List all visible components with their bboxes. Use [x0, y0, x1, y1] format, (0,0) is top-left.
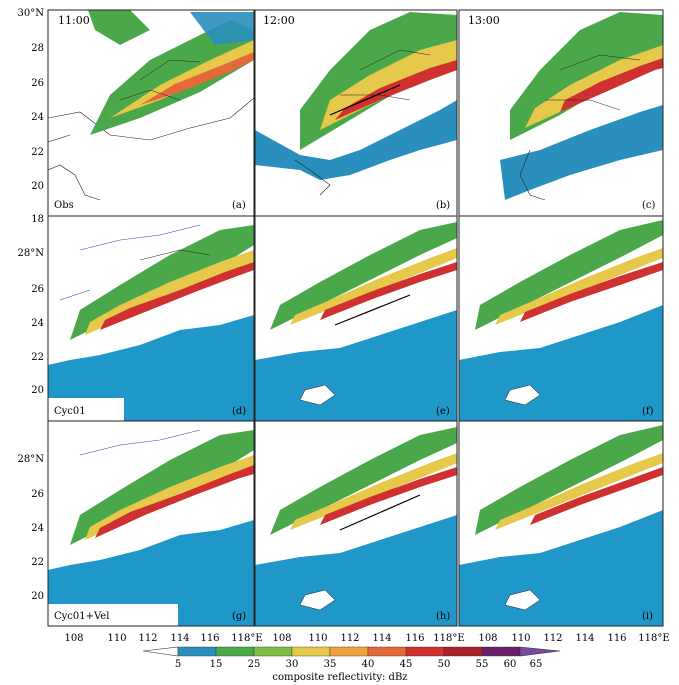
panel-i-label: (i) [642, 611, 653, 622]
lon-tick: 108 [64, 633, 83, 644]
lat-tick: 28°N [18, 454, 45, 465]
lon-tick: 108 [478, 633, 497, 644]
lon-tick: 116 [405, 633, 424, 644]
lat-tick: 30°N [18, 8, 45, 19]
colorbar-tick: 15 [210, 659, 223, 670]
lat-axis-row2: 28°N 26 24 22 20 [18, 248, 45, 396]
lon-tick: 112 [340, 633, 359, 644]
colorbar-title: composite reflectivity: dBz [272, 672, 407, 683]
panel-b-time: 12:00 [263, 14, 295, 27]
lat-tick: 18 [31, 214, 44, 225]
panel-d-label: (d) [232, 406, 246, 417]
panel-e-label: (e) [436, 406, 450, 417]
colorbar-segment [177, 646, 217, 657]
lat-axis-row3: 28°N 26 24 22 20 [18, 454, 45, 602]
colorbar-segment [481, 646, 521, 657]
colorbar-tick: 50 [438, 659, 451, 670]
colorbar-tick: 25 [248, 659, 261, 670]
lon-tick: 118°E [638, 633, 669, 644]
lon-tick: 114 [372, 633, 391, 644]
lon-axis-bottom: 108 110 112 114 116 118°E 108 110 112 11… [64, 633, 669, 644]
colorbar-segment [367, 646, 407, 657]
panel-h [255, 421, 457, 626]
colorbar-segment [253, 646, 293, 657]
colorbar-tick: 30 [286, 659, 299, 670]
lat-tick: 24 [31, 318, 44, 329]
lat-tick: 26 [31, 78, 44, 89]
lat-tick: 20 [31, 385, 44, 396]
lat-tick: 20 [31, 591, 44, 602]
lon-tick: 118°E [433, 633, 464, 644]
panel-g [48, 421, 254, 626]
lon-tick: 116 [200, 633, 219, 644]
colorbar-segment [443, 646, 483, 657]
lat-tick: 22 [31, 147, 44, 158]
lon-tick: 110 [511, 633, 530, 644]
colorbar-tick: 60 [504, 659, 517, 670]
lat-tick: 24 [31, 523, 44, 534]
panel-b-label: (b) [436, 200, 450, 211]
panel-c-label: (c) [642, 200, 656, 211]
lon-tick: 110 [107, 633, 126, 644]
panel-i [459, 421, 663, 626]
lat-tick: 26 [31, 284, 44, 295]
colorbar-segment [405, 646, 445, 657]
colorbar: 5 15 25 30 35 40 45 50 55 60 65 composit… [142, 646, 561, 683]
panel-c [459, 10, 663, 216]
lat-tick: 24 [31, 112, 44, 123]
colorbar-tick: 65 [530, 659, 543, 670]
colorbar-left-arrow [142, 646, 179, 657]
panel-a-source: Obs [54, 200, 74, 211]
panel-f [459, 216, 663, 421]
panel-b [255, 10, 457, 216]
colorbar-segment [215, 646, 255, 657]
colorbar-right-arrow [519, 646, 561, 657]
panel-d-source: Cyc01 [54, 406, 86, 417]
panel-a-time: 11:00 [58, 14, 90, 27]
panel-c-time: 13:00 [468, 14, 500, 27]
lon-tick: 112 [543, 633, 562, 644]
lat-tick: 28 [31, 43, 44, 54]
lon-tick: 114 [575, 633, 594, 644]
lon-tick: 110 [308, 633, 327, 644]
lon-tick: 112 [138, 633, 157, 644]
panel-d [48, 216, 254, 421]
panel-g-source: Cyc01+Vel [54, 611, 109, 622]
panel-h-label: (h) [436, 611, 450, 622]
lon-tick: 108 [272, 633, 291, 644]
colorbar-tick: 35 [324, 659, 337, 670]
colorbar-segment [291, 646, 331, 657]
lon-tick: 118°E [231, 633, 262, 644]
panel-f-label: (f) [642, 406, 654, 417]
colorbar-tick: 40 [362, 659, 375, 670]
colorbar-tick: 5 [175, 659, 181, 670]
panel-g-label: (g) [232, 611, 246, 622]
lat-tick: 22 [31, 557, 44, 568]
panel-a [48, 10, 254, 216]
colorbar-tick: 55 [476, 659, 489, 670]
lat-axis-row1: 30°N 28 26 24 22 20 18 [18, 8, 45, 225]
panel-e [255, 216, 457, 421]
lon-tick: 114 [170, 633, 189, 644]
colorbar-tick: 45 [400, 659, 413, 670]
panel-a-label: (a) [232, 200, 246, 211]
lat-tick: 26 [31, 489, 44, 500]
lat-tick: 20 [31, 181, 44, 192]
lon-tick: 116 [607, 633, 626, 644]
lat-tick: 28°N [18, 248, 45, 259]
colorbar-segment [329, 646, 369, 657]
lat-tick: 22 [31, 352, 44, 363]
